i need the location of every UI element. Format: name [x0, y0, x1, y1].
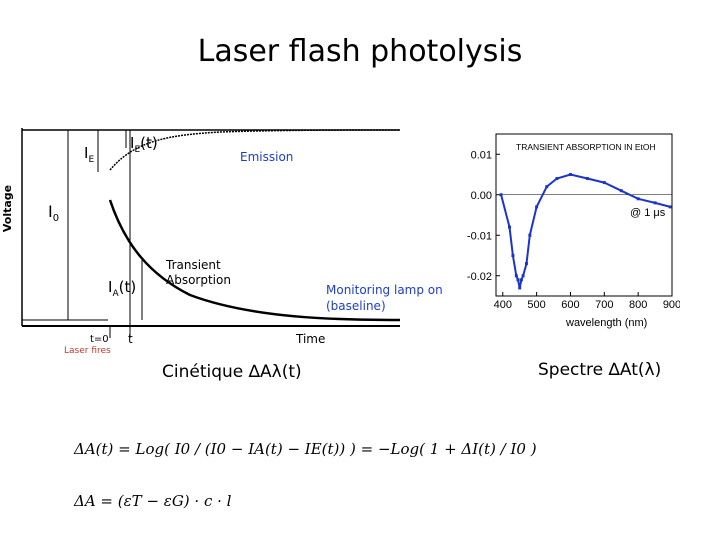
spectrum-data-point: [585, 177, 589, 181]
spectrum-data-point: [499, 193, 503, 197]
spectrum-data-point: [521, 274, 525, 278]
spectrum-y-tick-label: 0.01: [471, 149, 492, 161]
spectrum-annotation: @ 1 μs: [630, 207, 666, 219]
spectrum-x-tick-label: 900: [663, 299, 680, 311]
spectrum-x-tick-label: 700: [595, 299, 613, 311]
spectrum-data-point: [519, 278, 523, 282]
spectrum-data-point: [518, 286, 522, 290]
spectrum-data-point: [514, 274, 518, 278]
kinetic-caption: Cinétique ∆Aλ(t): [162, 362, 302, 382]
spectrum-x-tick-label: 800: [629, 299, 647, 311]
equation-absorbance: ΔA(t) = Log( I0 / (I0 − IA(t) − IE(t)) )…: [74, 440, 537, 458]
spectrum-data-point: [602, 181, 606, 185]
equation-delta-absorbance: ΔA = (εT − εG) · c · l: [74, 492, 232, 510]
spectrum-title: TRANSIENT ABSORPTION IN EtOH: [516, 142, 656, 152]
kinetic-panel: Voltage I0 IE IE(t) IA(t) Emission Trans…: [0, 110, 460, 370]
kinetic-plot: [21, 128, 401, 338]
spectrum-x-axis-label: wavelength (nm): [565, 317, 647, 329]
ia-t-label: IA(t): [108, 278, 137, 299]
spectrum-data-point: [511, 254, 515, 257]
voltage-axis-label: Voltage: [1, 184, 15, 233]
spectrum-data-point: [516, 278, 520, 282]
spectrum-data-point: [535, 205, 539, 209]
emission-curve: [109, 129, 401, 171]
spectrum-frame: [495, 133, 673, 297]
emission-label: Emission: [240, 150, 294, 164]
spectrum-x-tick-label: 500: [527, 299, 545, 311]
spectrum-data-point: [545, 185, 549, 189]
i0-label: I0: [48, 202, 60, 225]
monitoring-lamp-label: Monitoring lamp on (baseline): [326, 283, 443, 313]
ie-label: IE: [84, 144, 95, 165]
spectrum-y-tick-label: -0.02: [467, 271, 492, 283]
time-axis-label: Time: [296, 332, 326, 346]
slide-title: Laser flash photolysis: [197, 34, 523, 69]
spectrum-x-tick-label: 600: [561, 299, 579, 311]
spectrum-data-point: [555, 177, 559, 181]
spectrum-y-tick-label: 0.00: [471, 190, 492, 202]
spectrum-x-tick-label: 400: [494, 299, 512, 311]
laser-fires-label: Laser fires: [64, 346, 111, 356]
spectrum-data-point: [668, 205, 672, 209]
t-label: t: [128, 332, 133, 346]
spectrum-chart: 400 500 600 700 800 900 0.01 0.00 -0.01 -0.02 TRA…: [467, 133, 680, 329]
spectrum-series-line: [500, 173, 671, 289]
ie-t-label: IE(t): [130, 134, 158, 155]
transient-absorption-label: Transient Absorption: [166, 258, 231, 287]
transient-absorption-curve: [108, 199, 401, 322]
t0-label: t=0: [90, 334, 109, 345]
spectrum-data-point: [568, 173, 572, 176]
spectrum-data-point: [653, 201, 657, 205]
spectrum-data-point: [508, 225, 512, 229]
spectrum-data-point: [528, 233, 532, 237]
spectrum-data-point: [524, 262, 528, 266]
spectrum-data-point: [636, 197, 640, 201]
spectrum-y-tick-label: -0.01: [467, 230, 492, 242]
spectrum-data-point: [619, 189, 623, 193]
spectrum-caption: Spectre ∆At(λ): [538, 360, 662, 380]
